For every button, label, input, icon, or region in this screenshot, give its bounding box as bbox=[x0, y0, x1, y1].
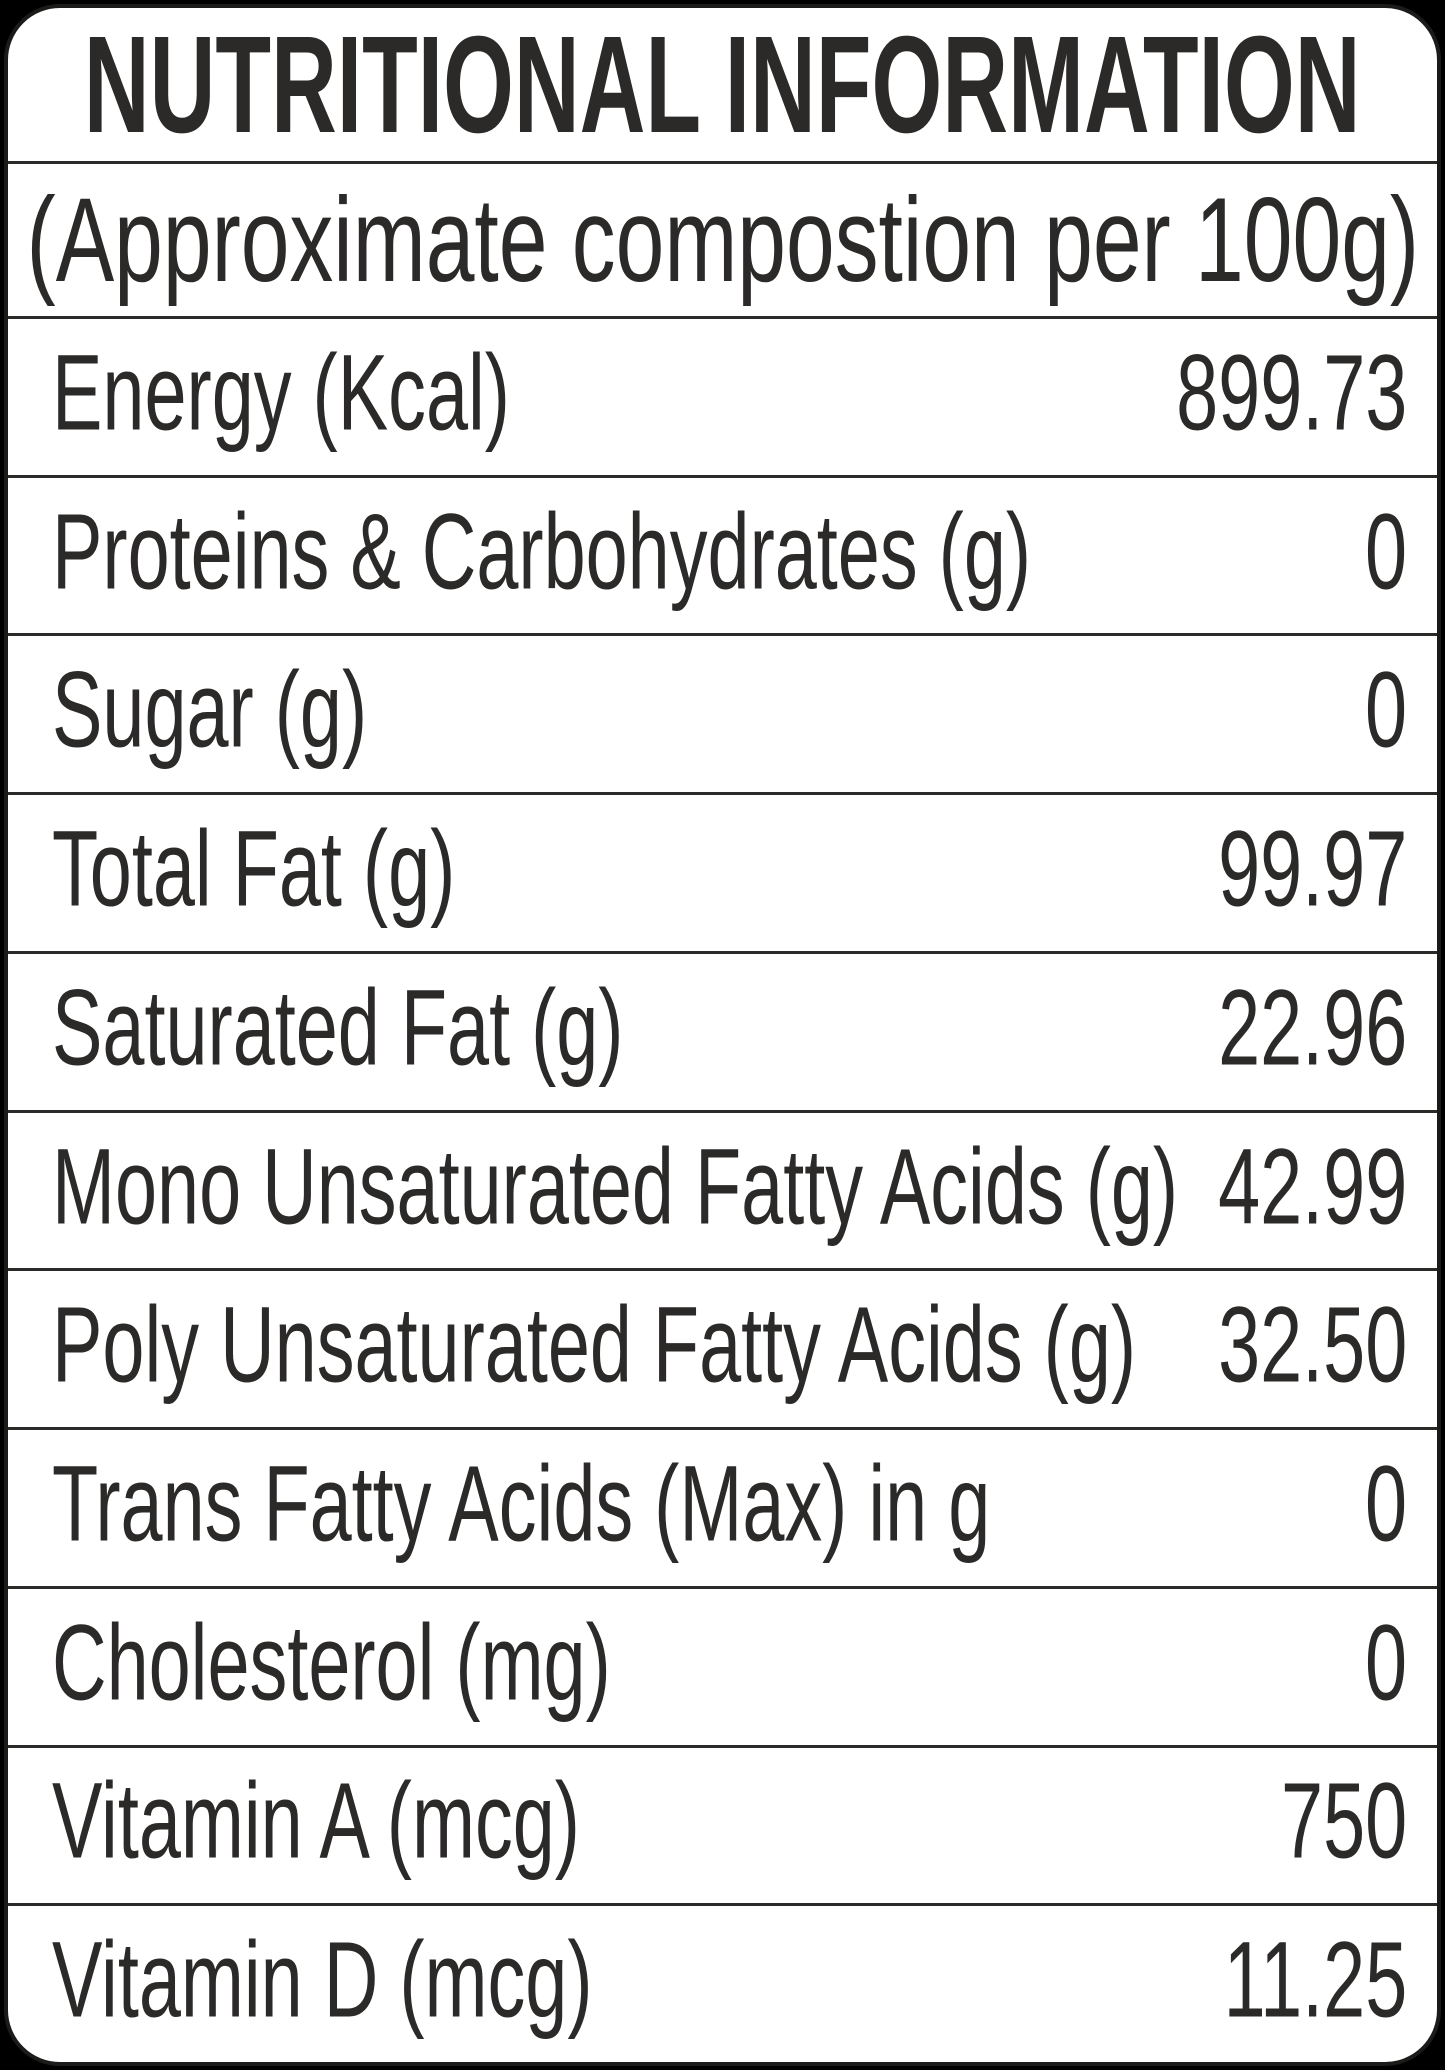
nutrient-value: 22.96 bbox=[1217, 966, 1407, 1088]
nutrient-row: Energy (Kcal) 899.73 bbox=[8, 319, 1437, 478]
nutrient-name: Vitamin A (mcg) bbox=[52, 1760, 580, 1882]
label-subtitle-row: (Approximate compostion per 100g) bbox=[8, 164, 1437, 319]
nutrient-row: Vitamin D (mcg) 11.25 bbox=[8, 1906, 1437, 2062]
nutrient-name: Saturated Fat (g) bbox=[52, 966, 624, 1088]
label-subtitle: (Approximate compostion per 100g) bbox=[26, 173, 1419, 307]
label-title: NUTRITIONAL INFORMATION bbox=[84, 7, 1361, 162]
nutrient-name: Poly Unsaturated Fatty Acids (g) bbox=[52, 1283, 1137, 1405]
nutrient-name: Total Fat (g) bbox=[52, 807, 456, 929]
nutrient-name: Vitamin D (mcg) bbox=[52, 1918, 593, 2040]
nutrient-value: 42.99 bbox=[1217, 1125, 1407, 1247]
nutrient-name: Trans Fatty Acids (Max) in g bbox=[52, 1442, 991, 1564]
nutrient-name: Mono Unsaturated Fatty Acids (g) bbox=[52, 1125, 1179, 1247]
nutrient-value: 11.25 bbox=[1223, 1918, 1407, 2040]
nutrient-row: Saturated Fat (g) 22.96 bbox=[8, 954, 1437, 1113]
nutrient-value: 0 bbox=[1364, 1601, 1407, 1723]
nutrient-row: Total Fat (g) 99.97 bbox=[8, 795, 1437, 954]
nutrient-value: 0 bbox=[1364, 1442, 1407, 1564]
nutrient-value: 750 bbox=[1280, 1760, 1407, 1882]
nutrient-value: 99.97 bbox=[1217, 807, 1407, 929]
nutrient-name: Energy (Kcal) bbox=[52, 331, 510, 453]
label-header: NUTRITIONAL INFORMATION bbox=[8, 8, 1437, 164]
nutrient-value: 0 bbox=[1364, 649, 1407, 771]
nutrient-value: 899.73 bbox=[1175, 331, 1407, 453]
nutrient-row: Vitamin A (mcg) 750 bbox=[8, 1748, 1437, 1907]
nutrient-value: 32.50 bbox=[1217, 1283, 1407, 1405]
nutrition-label-card: NUTRITIONAL INFORMATION (Approximate com… bbox=[4, 4, 1441, 2066]
nutrient-row: Mono Unsaturated Fatty Acids (g) 42.99 bbox=[8, 1113, 1437, 1272]
nutrient-name: Proteins & Carbohydrates (g) bbox=[52, 490, 1032, 612]
nutrient-row: Trans Fatty Acids (Max) in g 0 bbox=[8, 1430, 1437, 1589]
nutrient-rows: Energy (Kcal) 899.73 Proteins & Carbohyd… bbox=[8, 319, 1437, 2062]
nutrient-row: Sugar (g) 0 bbox=[8, 636, 1437, 796]
nutrient-row: Poly Unsaturated Fatty Acids (g) 32.50 bbox=[8, 1271, 1437, 1431]
nutrient-name: Cholesterol (mg) bbox=[52, 1601, 611, 1723]
nutrient-row: Proteins & Carbohydrates (g) 0 bbox=[8, 478, 1437, 637]
nutrient-row: Cholesterol (mg) 0 bbox=[8, 1589, 1437, 1748]
nutrient-name: Sugar (g) bbox=[52, 649, 368, 771]
nutrient-value: 0 bbox=[1364, 490, 1407, 612]
